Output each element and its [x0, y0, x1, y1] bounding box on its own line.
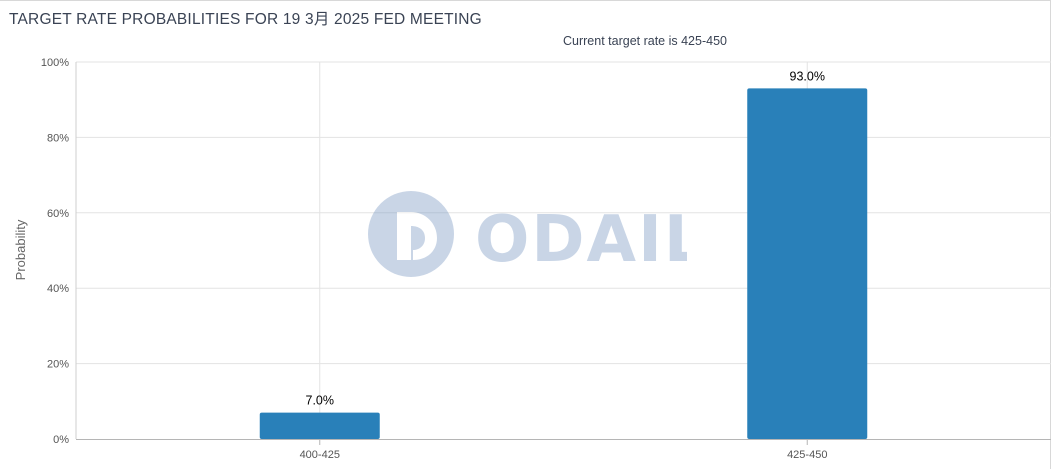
watermark-text: ODAILY [475, 203, 687, 277]
y-tick-label: 40% [47, 283, 69, 295]
y-axis-label: Probability [13, 219, 28, 280]
y-tick-label: 60% [47, 208, 69, 220]
chart-subtitle: Current target rate is 425-450 [563, 34, 727, 48]
x-tick-label: 425-450 [787, 449, 827, 461]
y-tick-label: 80% [47, 132, 69, 144]
chart-title: TARGET RATE PROBABILITIES FOR 19 3月 2025… [9, 11, 482, 28]
y-tick-label: 20% [47, 359, 69, 371]
axes: 0% 20% 40% 60% 80% 100% 400-425 425-450 [41, 57, 1051, 461]
bars: 7.0% 93.0% [259, 69, 868, 439]
bar-400-425[interactable] [259, 412, 380, 439]
bar-425-450[interactable] [747, 88, 868, 439]
data-label: 93.0% [790, 69, 825, 83]
data-label: 7.0% [306, 394, 335, 408]
y-tick-label: 0% [53, 434, 69, 446]
y-tick-label: 100% [41, 57, 69, 69]
x-tick-label: 400-425 [300, 449, 340, 461]
odaily-logo-watermark: ODAILY [368, 191, 687, 277]
